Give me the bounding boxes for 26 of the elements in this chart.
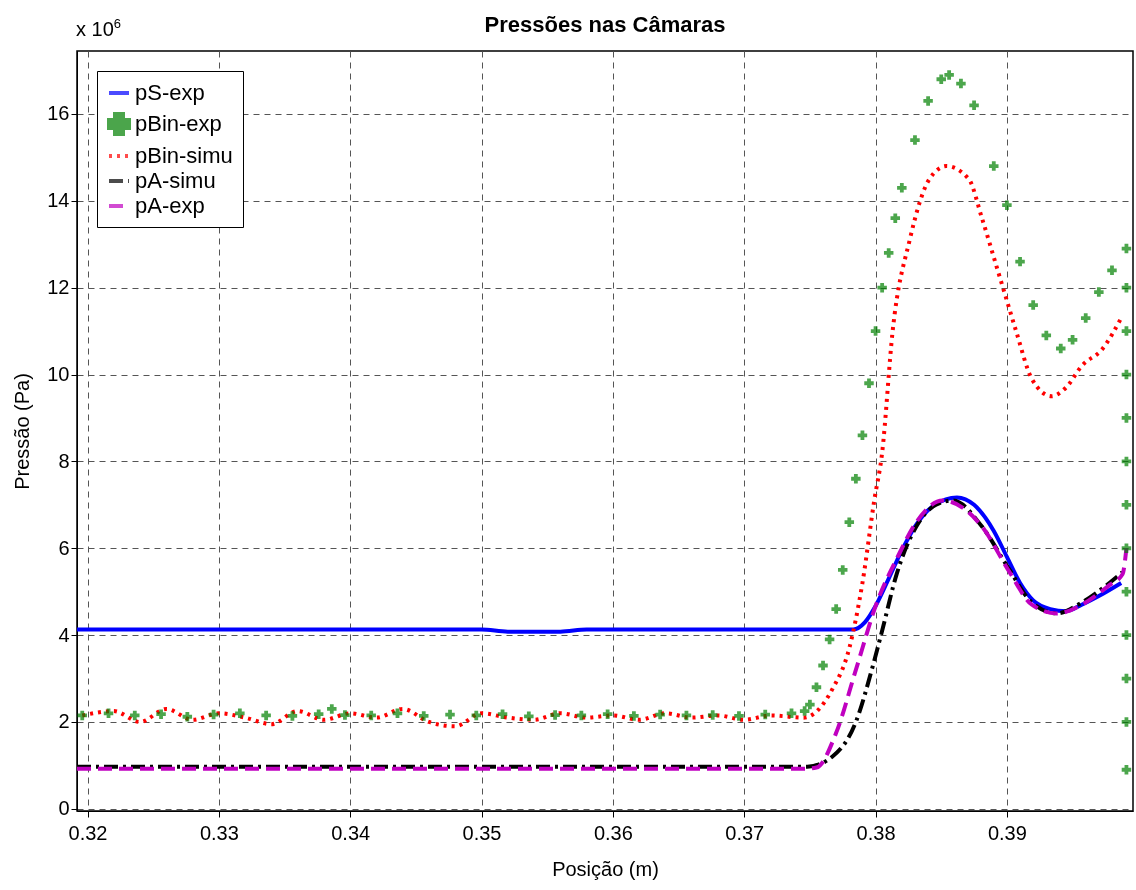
text: x 10$^{6}$ xyxy=(76,16,122,41)
y-tick-label: 8 xyxy=(58,449,70,472)
x-tick-label: 0.35 xyxy=(462,821,502,844)
chart-title: Pressões nas Câmaras xyxy=(484,12,726,37)
y-axis-title: Pressão (Pa) xyxy=(11,373,34,490)
y-tick-label: 4 xyxy=(58,623,70,646)
x-tick-label: 0.37 xyxy=(725,821,765,844)
legend-label: pA-simu xyxy=(135,168,216,193)
x-tick-label: 0.32 xyxy=(68,821,108,844)
y-tick-label: 16 xyxy=(47,102,70,125)
x-tick-label: 0.34 xyxy=(331,821,371,844)
x-axis-title: Posição (m) xyxy=(552,857,659,880)
legend-label: pBin-simu xyxy=(135,143,233,168)
x-tick-label: 0.38 xyxy=(856,821,896,844)
legend-label: pA-exp xyxy=(135,193,205,218)
x-tick-label: 0.36 xyxy=(593,821,633,844)
legend-label: pS-exp xyxy=(135,80,205,105)
legend-label: pBin-exp xyxy=(135,111,222,136)
y-tick-label: 6 xyxy=(58,536,70,559)
y-tick-label: 0 xyxy=(58,797,70,820)
x-tick-label: 0.33 xyxy=(199,821,239,844)
y-tick-label: 2 xyxy=(58,710,70,733)
y-tick-label: 10 xyxy=(47,363,70,386)
x-tick-label: 0.39 xyxy=(987,821,1027,844)
y-tick-label: 12 xyxy=(47,276,70,299)
y-tick-label: 14 xyxy=(47,189,70,212)
